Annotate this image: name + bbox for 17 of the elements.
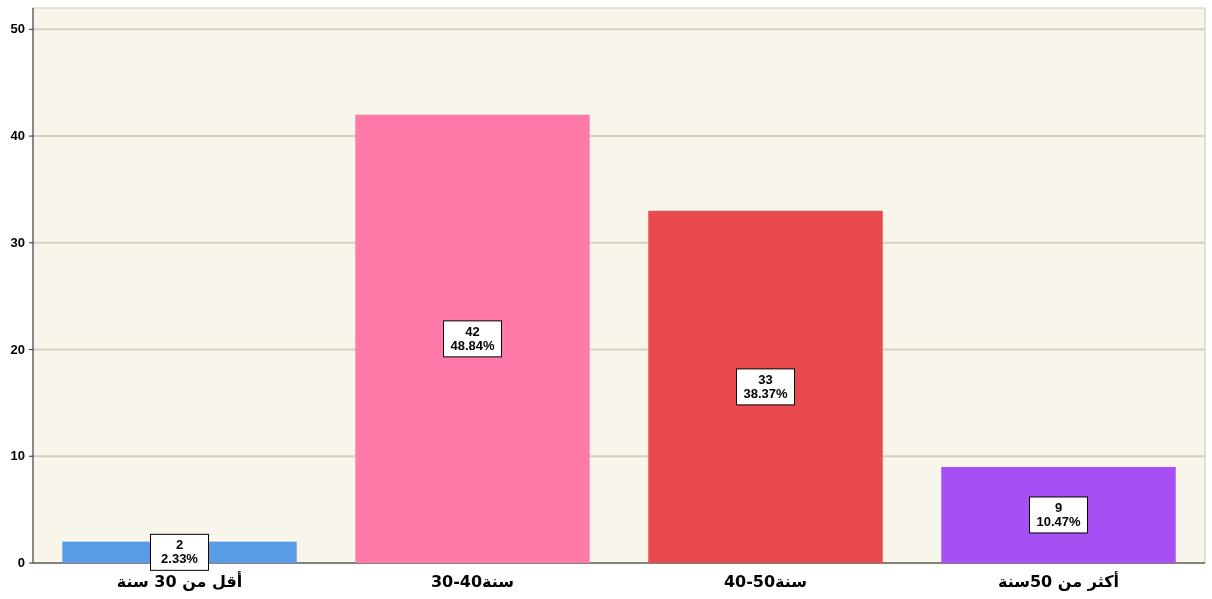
y-tick-label: 20	[10, 341, 25, 357]
data-label: 42 48.84%	[450, 323, 495, 353]
bar	[648, 210, 883, 563]
bar	[941, 466, 1176, 563]
y-tick-label: 50	[10, 21, 25, 37]
y-tick-label: 40	[10, 128, 25, 144]
data-label: 33 38.37%	[743, 371, 788, 401]
data-label: 2 2.33%	[161, 537, 199, 567]
x-tick-label: أكثر من 50سنة	[998, 571, 1119, 591]
y-tick-label: 0	[17, 555, 25, 570]
y-tick-label: 30	[10, 234, 25, 250]
y-tick-label: 10	[10, 448, 25, 464]
bar	[355, 114, 590, 563]
x-tick-label: 30-40سنة	[430, 572, 515, 591]
x-tick-label: أقل من 30 سنة	[116, 571, 243, 591]
data-label: 9 10.47%	[1036, 499, 1081, 529]
x-tick-label: 40-50سنة	[723, 572, 808, 591]
